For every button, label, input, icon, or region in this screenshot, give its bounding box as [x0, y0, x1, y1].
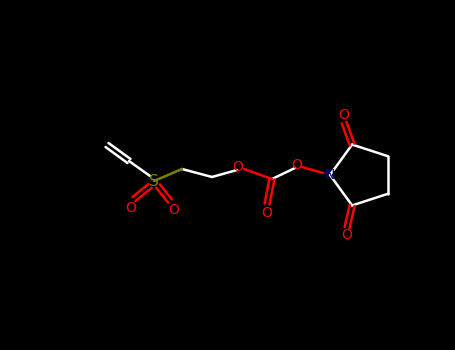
Text: S: S — [149, 175, 159, 189]
Text: O: O — [168, 203, 179, 217]
Text: O: O — [342, 229, 353, 243]
Text: O: O — [292, 158, 303, 172]
Text: O: O — [339, 107, 349, 121]
Text: O: O — [262, 206, 273, 220]
Text: N: N — [325, 168, 335, 182]
Text: O: O — [233, 160, 243, 174]
Text: O: O — [126, 201, 136, 215]
